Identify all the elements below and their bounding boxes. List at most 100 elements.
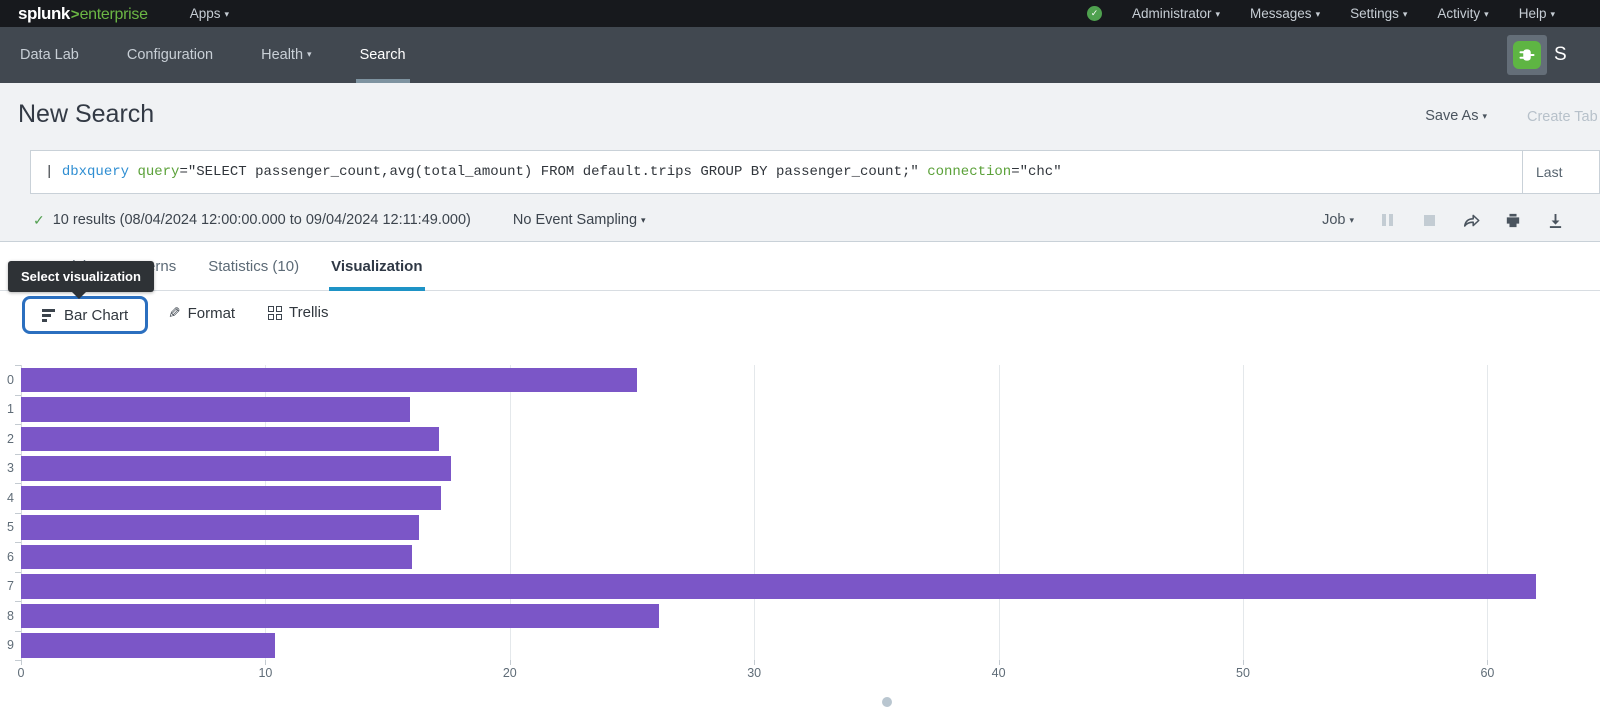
search-bar: | dbxquery query ="SELECT passenger_count…	[30, 150, 1600, 194]
x-tick-label: 40	[991, 666, 1006, 680]
app-nav-item-configuration[interactable]: Configuration	[126, 47, 214, 63]
chevron-down-icon: ▾	[1482, 111, 1487, 121]
chart-row: 5	[0, 513, 1600, 543]
gridline-x-40	[998, 365, 1000, 660]
topbar-menu-settings[interactable]: Settings ▾	[1350, 6, 1408, 21]
x-axis-tick	[21, 660, 22, 665]
chart-row: 9	[0, 631, 1600, 661]
job-menu[interactable]: Job ▾	[1322, 212, 1354, 228]
bar-passenger-count-9[interactable]	[21, 633, 276, 658]
y-axis-tick	[15, 512, 21, 514]
results-bar: ✓ 10 results (08/04/2024 12:00:00.000 to…	[33, 205, 1564, 235]
chevron-down-icon: ▾	[1315, 9, 1321, 19]
y-tick-label: 3	[7, 461, 14, 476]
x-axis-tick	[509, 660, 511, 665]
y-axis-tick	[15, 660, 21, 661]
bar-passenger-count-5[interactable]	[21, 515, 420, 540]
query-segment: |	[45, 164, 62, 180]
y-tick-label: 6	[7, 549, 14, 564]
app-corner: S	[1507, 27, 1600, 83]
bar-passenger-count-0[interactable]	[21, 367, 637, 392]
topbar-menu-messages[interactable]: Messages ▾	[1250, 6, 1321, 21]
visualization-controls: Bar Chart ✎ Format Trellis	[0, 291, 1600, 352]
chevron-down-icon: ▾	[1402, 9, 1408, 19]
bar-chart-icon	[42, 308, 55, 322]
splunk-logo[interactable]: splunk > enterprise	[18, 4, 148, 24]
y-tick-label: 5	[7, 520, 14, 535]
chart-type-label: Bar Chart	[64, 306, 129, 324]
query-segment: connection	[927, 164, 1012, 180]
chart-row: 3	[0, 454, 1600, 484]
app-nav-items: Data Lab Configuration Health ▾ Search	[20, 27, 454, 83]
chevron-down-icon: ▾	[1484, 9, 1489, 19]
chart-pager-dot[interactable]	[882, 697, 892, 707]
y-axis-tick	[15, 601, 21, 602]
chart-row: 6	[0, 542, 1600, 572]
bar-chart-panel: 0 1 2 3 4 5 6 7 8 9 0 10 20 30 40 50 60	[0, 352, 1600, 708]
y-tick-label: 8	[7, 608, 14, 623]
x-axis-tick	[1243, 660, 1244, 665]
y-axis-tick	[15, 394, 21, 396]
x-axis-tick	[754, 660, 756, 665]
pause-icon[interactable]	[1378, 211, 1396, 229]
chart-row: 0	[0, 365, 1600, 395]
format-button[interactable]: ✎ Format	[168, 304, 236, 323]
app-nav-bar: Data Lab Configuration Health ▾ Search S	[0, 27, 1600, 83]
bar-passenger-count-7[interactable]	[21, 574, 1537, 599]
x-axis-tick	[1487, 660, 1489, 665]
bar-passenger-count-8[interactable]	[21, 603, 659, 628]
time-range-picker[interactable]: Last	[1522, 151, 1599, 193]
search-query-input[interactable]: | dbxquery query ="SELECT passenger_count…	[31, 151, 1522, 193]
query-segment	[129, 164, 137, 180]
bar-passenger-count-3[interactable]	[21, 456, 452, 481]
x-tick-label: 10	[258, 666, 273, 680]
bar-passenger-count-2[interactable]	[21, 426, 439, 451]
create-table-button[interactable]: Create Tab	[1527, 109, 1598, 125]
y-axis-tick	[15, 365, 21, 366]
tab-statistics-10[interactable]: Statistics (10)	[208, 258, 300, 275]
export-icon[interactable]	[1546, 211, 1564, 229]
topbar-right-menus: ✓ Administrator ▾ Messages ▾ Settings ▾ Activi…	[1086, 6, 1555, 21]
trellis-button[interactable]: Trellis	[268, 304, 328, 321]
chevron-down-icon: ▾	[1550, 9, 1555, 19]
apps-menu[interactable]: Apps ▾	[189, 6, 230, 21]
stop-icon[interactable]	[1420, 211, 1438, 229]
app-nav-item-health[interactable]: Health ▾	[261, 47, 312, 63]
topbar-menu-administrator[interactable]: Administrator ▾	[1131, 6, 1221, 21]
print-icon[interactable]	[1504, 211, 1522, 229]
select-visualization-tooltip: Select visualization	[8, 261, 154, 299]
x-tick-label: 60	[1480, 666, 1495, 680]
success-check-icon: ✓	[33, 211, 45, 228]
y-axis-line	[21, 365, 22, 660]
db-connect-app-button[interactable]	[1507, 35, 1547, 75]
y-tick-label: 4	[7, 490, 14, 505]
logo-brand: splunk	[18, 3, 70, 23]
bar-chart-plot: 0 1 2 3 4 5 6 7 8 9	[0, 365, 1600, 661]
chart-row: 2	[0, 424, 1600, 454]
chart-row: 1	[0, 395, 1600, 425]
chart-row: 8	[0, 601, 1600, 631]
status-check-icon[interactable]: ✓	[1086, 6, 1102, 21]
y-tick-label: 9	[7, 638, 14, 653]
bar-passenger-count-6[interactable]	[21, 544, 413, 569]
chart-row: 4	[0, 483, 1600, 513]
pencil-icon: ✎	[168, 305, 181, 322]
save-as-button[interactable]: Save As ▾	[1425, 108, 1487, 124]
y-tick-label: 7	[7, 579, 14, 594]
tab-visualization[interactable]: Visualization	[329, 258, 425, 291]
app-nav-item-search[interactable]: Search	[355, 27, 410, 83]
y-axis-tick	[15, 453, 21, 455]
x-axis-tick	[998, 660, 1000, 665]
event-sampling-menu[interactable]: No Event Sampling ▾	[512, 212, 646, 228]
topbar-menu-activity[interactable]: Activity ▾	[1437, 6, 1489, 21]
query-segment: dbxquery	[61, 164, 130, 180]
share-icon[interactable]	[1462, 211, 1480, 229]
logo-separator: >	[70, 5, 80, 23]
query-segment: query	[137, 164, 180, 180]
bar-passenger-count-4[interactable]	[21, 485, 442, 510]
topbar-menu-help[interactable]: Help ▾	[1518, 6, 1555, 21]
bar-passenger-count-1[interactable]	[21, 397, 410, 422]
app-nav-item-data-lab[interactable]: Data Lab	[20, 47, 79, 63]
trellis-grid-icon	[268, 305, 282, 320]
logo-product: enterprise	[79, 5, 148, 23]
